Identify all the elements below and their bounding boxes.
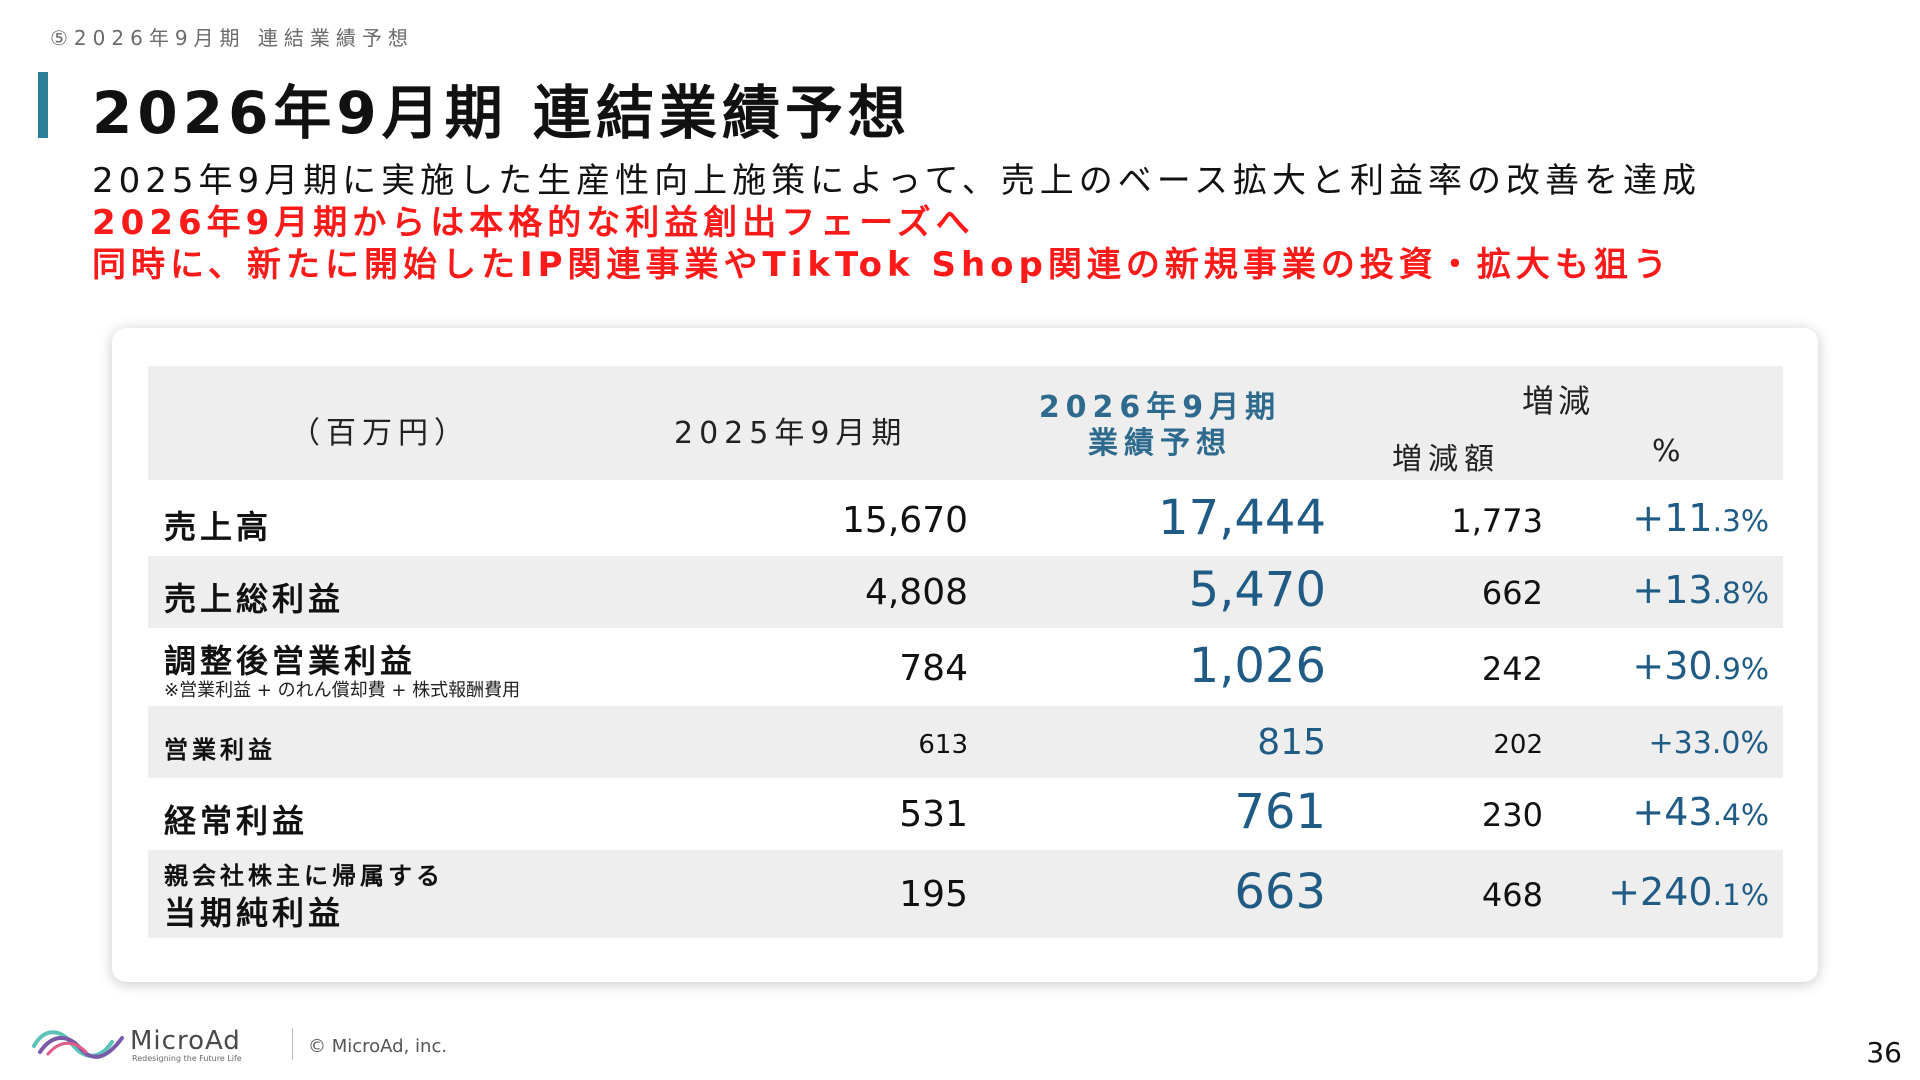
- lead-line-3: 同時に、新たに開始したIP関連事業やTikTok Shop関連の新規事業の投資・…: [92, 245, 1672, 285]
- row-fy2025-value: 531: [899, 794, 968, 835]
- table-row-net-income: 親会社株主に帰属する 当期純利益 195 663 468 +240.1%: [148, 850, 1783, 938]
- table-header: [148, 366, 1783, 480]
- row-fy2025-value: 613: [918, 730, 968, 760]
- header-change: 増減: [1522, 382, 1595, 420]
- table-row-net-sales: 売上高 15,670 17,444 1,773 +11.3%: [148, 484, 1783, 556]
- pct-integer: +43: [1632, 790, 1713, 834]
- pct-integer: +240: [1608, 870, 1713, 914]
- row-fy2026-value: 663: [1234, 864, 1326, 920]
- header-change-amount: 増減額: [1392, 442, 1500, 477]
- row-fy2025-value: 15,670: [842, 500, 968, 541]
- row-change-pct: +33.0%: [1648, 726, 1769, 761]
- row-change-pct: +30.9%: [1632, 644, 1769, 688]
- lead-line-1: 2025年9月期に実施した生産性向上施策によって、売上のベース拡大と利益率の改善…: [92, 161, 1702, 201]
- row-fy2026-value: 815: [1257, 722, 1326, 763]
- pct-decimal: .9%: [1712, 651, 1769, 686]
- row-fy2025-value: 195: [899, 874, 968, 915]
- table-row-gross-profit: 売上総利益 4,808 5,470 662 +13.8%: [148, 556, 1783, 628]
- pct-integer: +11: [1632, 496, 1713, 540]
- row-change-amount: 230: [1481, 796, 1543, 834]
- footer-divider: [292, 1028, 293, 1060]
- row-note: ※営業利益 + のれん償却費 + 株式報酬費用: [164, 680, 521, 701]
- page-title: 2026年9月期 連結業績予想: [92, 79, 911, 147]
- brand-name: MicroAd: [130, 1026, 241, 1056]
- row-fy2025-value: 784: [899, 648, 968, 689]
- row-change-pct: +11.3%: [1632, 496, 1769, 540]
- pct-decimal: .4%: [1712, 797, 1769, 832]
- row-fy2026-value: 5,470: [1188, 562, 1326, 618]
- row-label: 売上高: [164, 508, 273, 546]
- row-change-pct: +13.8%: [1632, 568, 1769, 612]
- table-row-adjusted-operating-profit: 調整後営業利益 ※営業利益 + のれん償却費 + 株式報酬費用 784 1,02…: [148, 628, 1783, 706]
- pct-integer: +30: [1632, 644, 1713, 688]
- table-row-ordinary-profit: 経常利益 531 761 230 +43.4%: [148, 778, 1783, 850]
- header-fy2026-line1: 2026年9月期: [1038, 390, 1282, 425]
- pct-decimal: .1%: [1712, 877, 1769, 912]
- table-row-operating-profit: 営業利益 613 815 202 +33.0%: [148, 706, 1783, 778]
- header-fy2026: 2026年9月期 業績予想: [1010, 390, 1310, 462]
- row-change-amount: 468: [1481, 876, 1543, 914]
- copyright: © MicroAd, inc.: [308, 1036, 448, 1057]
- row-label: 調整後営業利益: [164, 642, 417, 680]
- row-label-line2: 当期純利益: [164, 894, 345, 932]
- breadcrumb: ⑤2026年9月期 連結業績予想: [50, 26, 414, 50]
- row-change-amount: 1,773: [1451, 502, 1543, 540]
- header-change-pct: %: [1652, 434, 1681, 469]
- pct-integer: +13: [1632, 568, 1713, 612]
- header-fy2025: 2025年9月期: [674, 416, 908, 451]
- brand-tagline: Redesigning the Future Life: [132, 1054, 242, 1063]
- lead-text: 2025年9月期に実施した生産性向上施策によって、売上のベース拡大と利益率の改善…: [92, 160, 1701, 286]
- pct-decimal: .8%: [1712, 575, 1769, 610]
- header-unit: （百万円）: [290, 416, 470, 451]
- header-fy2026-line2: 業績予想: [1088, 426, 1232, 461]
- row-change-pct: +240.1%: [1608, 870, 1769, 914]
- row-change-amount: 202: [1493, 730, 1543, 760]
- row-change-amount: 242: [1481, 650, 1543, 688]
- row-fy2026-value: 761: [1234, 784, 1326, 840]
- row-change-pct: +43.4%: [1632, 790, 1769, 834]
- row-label-line1: 親会社株主に帰属する: [164, 862, 444, 890]
- row-label: 売上総利益: [164, 580, 345, 618]
- row-fy2026-value: 17,444: [1158, 490, 1326, 546]
- row-fy2026-value: 1,026: [1188, 638, 1326, 694]
- page-number: 36: [1866, 1036, 1902, 1069]
- title-accent-bar: [38, 72, 48, 138]
- pct-decimal: .3%: [1712, 503, 1769, 538]
- row-fy2025-value: 4,808: [864, 572, 968, 613]
- row-label: 経常利益: [164, 802, 309, 840]
- microad-logo-icon: [32, 1030, 124, 1059]
- lead-line-2: 2026年9月期からは本格的な利益創出フェーズへ: [92, 203, 975, 243]
- row-change-amount: 662: [1481, 574, 1543, 612]
- row-label: 営業利益: [164, 736, 276, 764]
